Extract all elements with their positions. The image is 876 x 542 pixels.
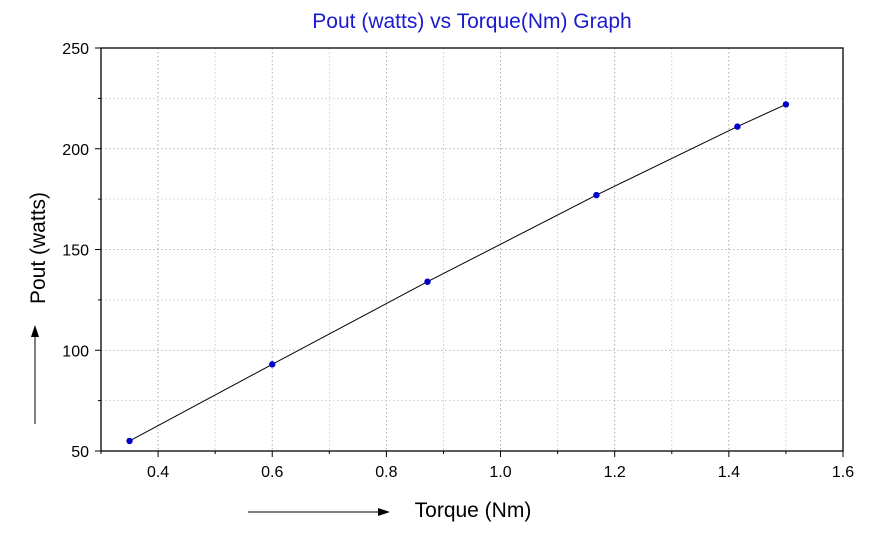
y-tick-label: 200 (62, 142, 89, 159)
y-axis-title: Pout (watts) (27, 192, 50, 304)
x-tick-label: 0.8 (375, 464, 397, 481)
y-tick-label: 100 (62, 343, 89, 360)
y-tick-label: 250 (62, 41, 89, 58)
series-layer (126, 101, 790, 445)
gridlines (101, 48, 843, 451)
y-axis: 50 100 150 200 250 (62, 41, 101, 461)
chart-title: Pout (watts) vs Torque(Nm) Graph (312, 10, 631, 33)
data-point (424, 278, 431, 285)
x-tick-label: 0.4 (147, 464, 169, 481)
x-axis: 0.4 0.6 0.8 1.0 1.2 1.4 1.6 (100, 451, 854, 481)
x-axis-title: Torque (Nm) (415, 499, 532, 522)
data-point (269, 361, 276, 368)
y-axis-arrow (31, 325, 39, 424)
data-point (782, 101, 790, 108)
x-tick-label: 0.6 (261, 464, 283, 481)
x-tick-label: 1.6 (832, 464, 854, 481)
y-tick-label: 50 (71, 444, 89, 461)
data-point (593, 191, 600, 199)
x-axis-arrow (248, 508, 390, 516)
x-tick-label: 1.4 (718, 464, 740, 481)
data-point (734, 123, 741, 130)
x-tick-label: 1.0 (489, 464, 511, 481)
data-point (126, 437, 133, 445)
plot-frame (100, 47, 844, 452)
x-tick-label: 1.2 (604, 464, 626, 481)
series-line (129, 103, 787, 442)
y-tick-label: 150 (62, 243, 89, 260)
